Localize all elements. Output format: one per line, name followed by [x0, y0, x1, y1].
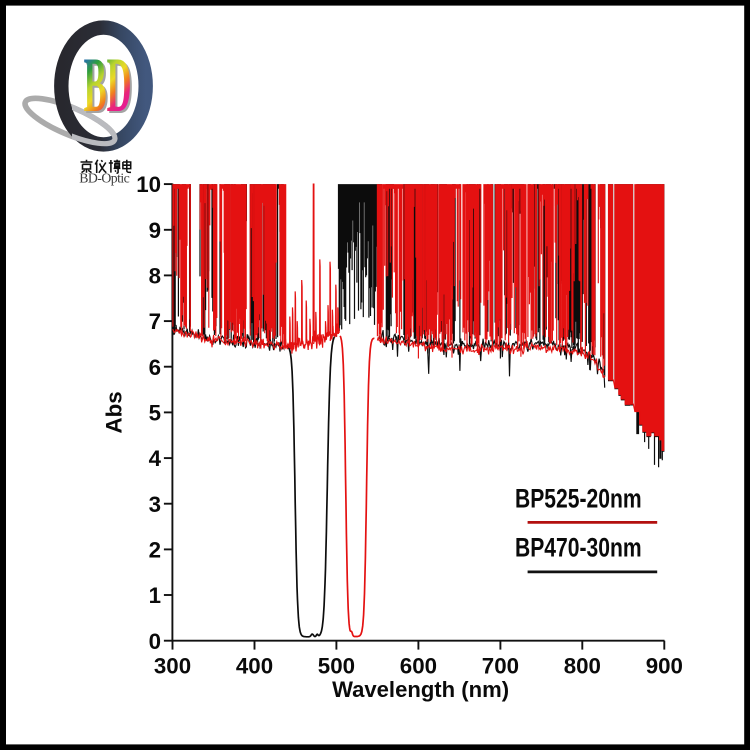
svg-text:BD: BD	[84, 43, 132, 130]
svg-text:10: 10	[136, 172, 161, 197]
svg-text:8: 8	[149, 264, 161, 289]
svg-text:300: 300	[154, 653, 191, 678]
svg-text:2: 2	[149, 538, 161, 563]
svg-text:BD-Optic: BD-Optic	[79, 171, 130, 186]
svg-text:500: 500	[318, 653, 355, 678]
svg-text:800: 800	[564, 653, 601, 678]
svg-text:BP470-30nm: BP470-30nm	[515, 533, 642, 563]
svg-text:Abs: Abs	[102, 391, 127, 433]
svg-text:BP525-20nm: BP525-20nm	[515, 483, 642, 513]
svg-text:0: 0	[149, 629, 161, 654]
svg-text:Wavelength (nm): Wavelength (nm)	[332, 677, 509, 702]
svg-text:BD: BD	[86, 45, 134, 132]
svg-text:5: 5	[149, 401, 161, 426]
svg-text:6: 6	[149, 355, 161, 380]
svg-text:3: 3	[149, 492, 161, 517]
svg-text:600: 600	[400, 653, 437, 678]
svg-text:9: 9	[149, 218, 161, 243]
svg-text:700: 700	[482, 653, 519, 678]
svg-text:900: 900	[646, 653, 683, 678]
svg-text:4: 4	[149, 446, 162, 471]
svg-text:7: 7	[149, 309, 161, 334]
svg-text:400: 400	[236, 653, 273, 678]
svg-text:1: 1	[149, 583, 161, 608]
